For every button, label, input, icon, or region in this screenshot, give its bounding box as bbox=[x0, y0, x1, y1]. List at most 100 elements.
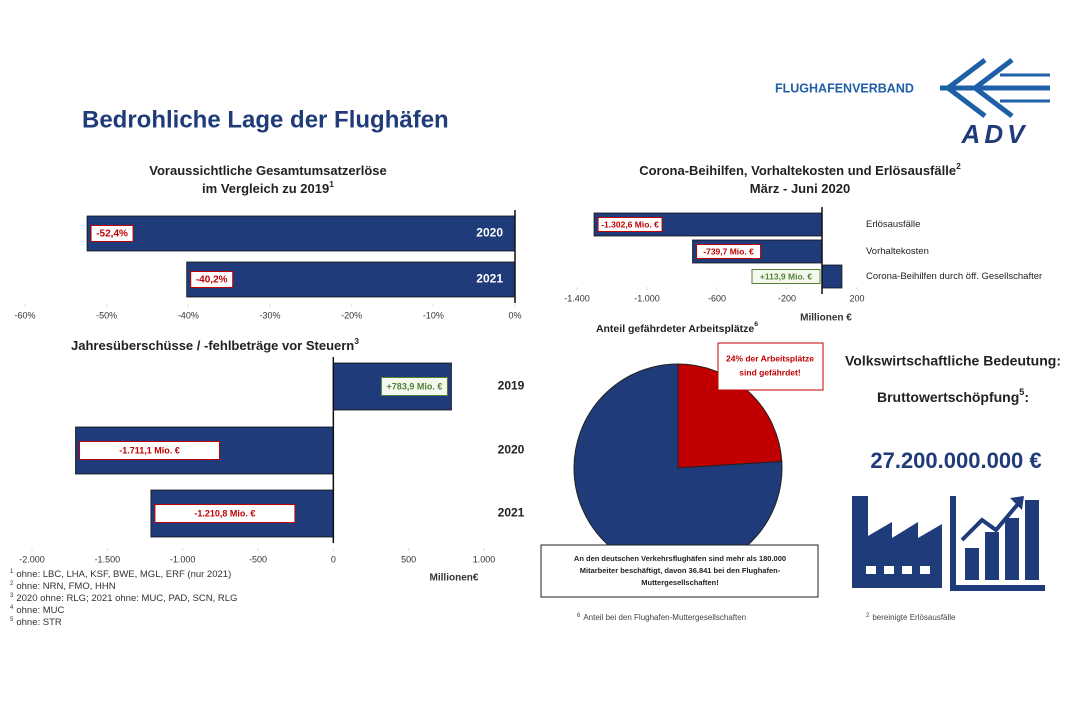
value-label-box bbox=[696, 244, 762, 259]
x-tick-label: -10% bbox=[423, 310, 444, 320]
logo-name: FLUGHAFENVERBAND bbox=[775, 81, 914, 95]
title-note: 2 bbox=[956, 161, 961, 171]
x-tick-label: 1.000 bbox=[473, 554, 496, 564]
category-label: Corona-Beihilfen durch öff. Gesellschaft… bbox=[866, 271, 1042, 282]
title-line: Anteil gefährdeter Arbeitsplätze6 bbox=[596, 321, 758, 335]
title-text: Bruttowertschöpfung bbox=[877, 389, 1019, 405]
caption: Muttergesellschaften! bbox=[641, 578, 719, 587]
value-label-box bbox=[79, 441, 221, 460]
growth-icon bbox=[950, 496, 1045, 591]
bar bbox=[86, 215, 516, 252]
value-label-box bbox=[190, 271, 234, 288]
factory-icon bbox=[852, 496, 942, 588]
value-label-box bbox=[597, 217, 663, 232]
page-title: Bedrohliche Lage der Flughäfen bbox=[82, 106, 449, 133]
x-tick-label: -60% bbox=[14, 310, 35, 320]
category-label: Erlösausfälle bbox=[866, 219, 920, 230]
x-tick-label: -1.400 bbox=[564, 293, 590, 303]
value-label: +113,9 Mio. € bbox=[760, 271, 812, 281]
title-line: im Vergleich zu 20191 bbox=[202, 179, 334, 196]
bar bbox=[186, 261, 516, 298]
value-label: -52,4% bbox=[96, 229, 128, 240]
bar bbox=[821, 264, 843, 289]
x-tick-label: -1.500 bbox=[95, 554, 121, 564]
footnote: 4 ohne: MUC bbox=[10, 605, 65, 616]
footnote-text: 2020 ohne: RLG; 2021 ohne: MUC, PAD, SCN… bbox=[16, 593, 237, 604]
economy-title: Volkswirtschaftliche Bedeutung: bbox=[845, 353, 1061, 369]
footnote: 3 2020 ohne: RLG; 2021 ohne: MUC, PAD, SC… bbox=[10, 593, 237, 604]
footnote-text: ohne: LBC, LHA, KSF, BWE, MGL, ERF (nur … bbox=[16, 569, 231, 580]
x-tick-label: -2.000 bbox=[19, 554, 45, 564]
footnote-mark: 4 bbox=[10, 605, 14, 611]
caption-box bbox=[540, 544, 819, 598]
category-label: 2020 bbox=[498, 443, 525, 457]
caption: Mitarbeiter beschäftigt, davon 36.841 be… bbox=[580, 566, 781, 575]
value-label: -1.210,8 Mio. € bbox=[194, 508, 255, 518]
logo bbox=[940, 58, 1050, 118]
category-label: 2019 bbox=[498, 379, 525, 393]
x-tick-label: -1.000 bbox=[634, 293, 660, 303]
category-label: 2021 bbox=[476, 272, 503, 286]
annotation-box bbox=[717, 342, 824, 391]
footnote-mark: 6 bbox=[577, 613, 581, 619]
annotation: sind gefährdet! bbox=[739, 367, 801, 377]
x-tick-label: 500 bbox=[401, 554, 416, 564]
footnote-text: ohne: NRN, FMO, HHN bbox=[16, 581, 115, 592]
x-tick-label: -20% bbox=[341, 310, 362, 320]
category-label: 2020 bbox=[476, 226, 503, 240]
footnote-text: bereinigte Erlösausfälle bbox=[872, 613, 956, 622]
value-label: -1.302,6 Mio. € bbox=[601, 219, 659, 229]
value-label-box bbox=[90, 225, 134, 242]
x-tick-label: -50% bbox=[96, 310, 117, 320]
footnote: 6 Anteil bei den Flughafen-Muttergesellsc… bbox=[577, 613, 746, 623]
x-tick-label: -600 bbox=[708, 293, 726, 303]
x-tick-label: -500 bbox=[249, 554, 267, 564]
footnote-mark: 2 bbox=[866, 613, 870, 619]
economy-value: 27.200.000.000 € bbox=[870, 448, 1041, 473]
title-text: März - Juni 2020 bbox=[750, 181, 850, 196]
value-label-box bbox=[751, 269, 821, 284]
x-axis-label: Millionen€ bbox=[430, 573, 479, 584]
title-note: 3 bbox=[354, 336, 359, 346]
footnote-mark: 5 bbox=[10, 617, 14, 623]
footnote-text: ohne: MUC bbox=[16, 605, 64, 616]
footnote: 1 ohne: LBC, LHA, KSF, BWE, MGL, ERF (nur… bbox=[10, 569, 231, 580]
title-note: 6 bbox=[754, 321, 758, 328]
footnote-mark: 1 bbox=[10, 569, 14, 575]
x-tick-label: 0 bbox=[331, 554, 336, 564]
title-text: Anteil gefährdeter Arbeitsplätze bbox=[596, 323, 754, 335]
title-text: Jahresüberschüsse / -fehlbeträge vor Ste… bbox=[71, 338, 354, 353]
title-line: Bruttowertschöpfung5: bbox=[877, 387, 1029, 404]
footnote: 2 ohne: NRN, FMO, HHN bbox=[10, 581, 116, 592]
footnote-mark: 2 bbox=[10, 581, 14, 587]
value-label-box bbox=[380, 377, 448, 396]
x-axis-label: Millionen € bbox=[800, 313, 852, 324]
x-tick-label: 0% bbox=[508, 310, 521, 320]
title-text: Voraussichtliche Gesamtumsatzerlöse bbox=[149, 163, 386, 178]
value-label: -1.711,1 Mio. € bbox=[119, 445, 180, 455]
title-line: Corona-Beihilfen, Vorhaltekosten und Erl… bbox=[639, 161, 961, 178]
x-tick-label: -40% bbox=[178, 310, 199, 320]
x-tick-label: 200 bbox=[849, 293, 864, 303]
footnote: 5 ohne: STR bbox=[10, 617, 62, 628]
category-label: Vorhaltekosten bbox=[866, 246, 929, 257]
title-line: Jahresüberschüsse / -fehlbeträge vor Ste… bbox=[71, 336, 359, 353]
title-text: Corona-Beihilfen, Vorhaltekosten und Erl… bbox=[639, 163, 956, 178]
footnote: 2 bereinigte Erlösausfälle bbox=[866, 613, 956, 623]
caption: An den deutschen Verkehrsflughäfen sind … bbox=[574, 554, 786, 563]
pie-slice bbox=[677, 363, 783, 469]
value-label: +783,9 Mio. € bbox=[387, 381, 443, 391]
title-text: im Vergleich zu 2019 bbox=[202, 181, 329, 196]
pie-slice bbox=[573, 363, 783, 573]
x-tick-label: -30% bbox=[259, 310, 280, 320]
footnote-text: Anteil bei den Flughafen-Muttergesellsch… bbox=[583, 613, 746, 622]
value-label: -739,7 Mio. € bbox=[703, 246, 754, 256]
annotation: 24% der Arbeitsplätze bbox=[726, 353, 814, 363]
footnote-mark: 3 bbox=[10, 593, 14, 599]
x-tick-label: -1.000 bbox=[170, 554, 196, 564]
x-tick-label: -200 bbox=[778, 293, 796, 303]
category-label: 2021 bbox=[498, 506, 525, 520]
title-line: März - Juni 2020 bbox=[750, 181, 850, 196]
